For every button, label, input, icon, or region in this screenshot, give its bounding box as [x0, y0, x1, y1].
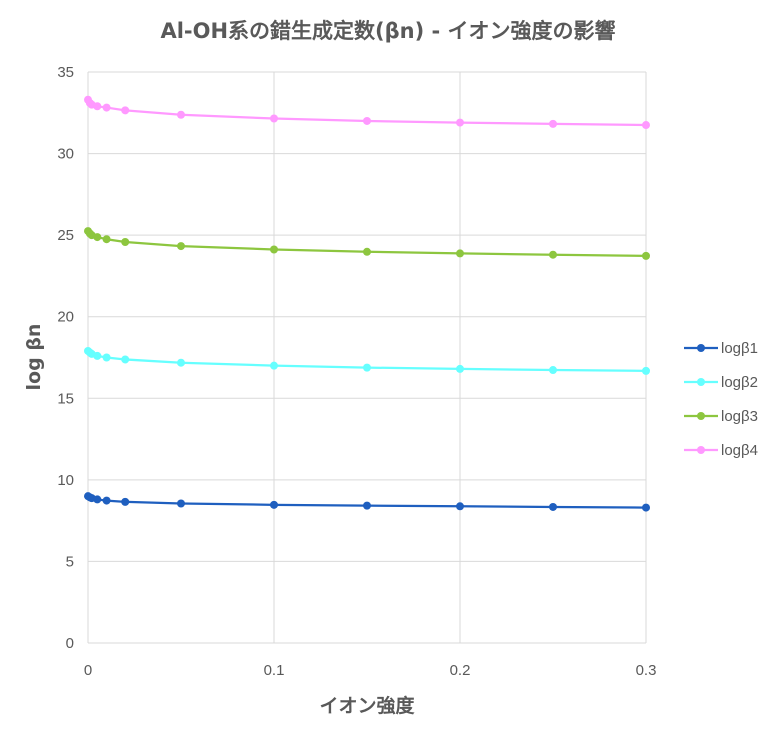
data-point	[270, 114, 278, 123]
data-point	[549, 250, 557, 259]
legend: logβ1 logβ2 logβ3 logβ4	[684, 340, 758, 459]
x-axis-ticks: 0 0.1 0.2 0.3	[84, 662, 657, 679]
data-point	[642, 251, 650, 260]
data-point	[642, 366, 650, 375]
data-point	[121, 237, 130, 246]
data-point	[642, 121, 650, 130]
data-point	[177, 110, 185, 119]
x-tick-label: 0.3	[636, 662, 657, 679]
y-tick-label: 5	[66, 553, 74, 570]
data-point	[363, 247, 371, 256]
grid	[87, 71, 647, 644]
y-tick-label: 25	[57, 227, 74, 244]
data-point	[177, 358, 185, 367]
legend-label: logβ4	[721, 442, 758, 459]
legend-marker	[697, 344, 705, 352]
data-point	[177, 499, 185, 508]
series-3	[84, 227, 650, 260]
legend-label: logβ3	[721, 408, 758, 425]
plot-series	[84, 95, 650, 512]
x-tick-label: 0	[84, 662, 92, 679]
data-point	[270, 361, 278, 370]
legend-item: logβ3	[684, 408, 758, 425]
data-point	[102, 496, 111, 505]
data-point	[121, 355, 130, 364]
data-point	[549, 502, 557, 511]
y-tick-label: 10	[57, 472, 74, 489]
x-axis-title: イオン強度	[319, 694, 415, 717]
legend-label: logβ1	[721, 340, 758, 357]
series-4	[84, 95, 650, 130]
legend-item: logβ4	[684, 442, 758, 459]
y-tick-label: 20	[57, 309, 74, 326]
y-tick-label: 15	[57, 390, 74, 407]
y-axis-title: log βn	[23, 324, 45, 391]
series-1	[84, 492, 650, 512]
data-point	[102, 235, 111, 244]
legend-marker	[697, 378, 705, 386]
x-tick-label: 0.2	[450, 662, 471, 679]
data-point	[642, 503, 650, 512]
data-point	[456, 118, 464, 127]
data-point	[363, 363, 371, 372]
data-point	[102, 353, 111, 362]
series-2	[84, 346, 650, 375]
x-tick-label: 0.1	[264, 662, 285, 679]
data-point	[270, 245, 278, 254]
y-tick-label: 30	[57, 146, 74, 163]
y-tick-label: 35	[57, 64, 74, 81]
data-point	[363, 501, 371, 510]
legend-label: logβ2	[721, 374, 758, 391]
data-point	[177, 242, 185, 251]
data-point	[456, 364, 464, 373]
data-point	[270, 500, 278, 509]
data-point	[102, 103, 111, 112]
data-point	[121, 106, 130, 115]
legend-marker	[697, 412, 705, 420]
data-point	[121, 497, 130, 506]
legend-marker	[697, 446, 705, 454]
y-tick-label: 0	[66, 635, 74, 652]
data-point	[93, 351, 102, 360]
data-point	[93, 495, 102, 504]
chart-title: Al-OH系の錯生成定数(βn) - イオン強度の影響	[160, 19, 615, 43]
data-point	[363, 116, 371, 125]
data-point	[93, 233, 102, 242]
data-point	[456, 502, 464, 511]
data-point	[549, 366, 557, 375]
legend-item: logβ2	[684, 374, 758, 391]
y-axis-ticks: 0 5 10 15 20 25 30 35	[57, 64, 74, 652]
data-point	[549, 119, 557, 128]
data-point	[93, 102, 102, 111]
legend-item: logβ1	[684, 340, 758, 357]
data-point	[456, 249, 464, 258]
